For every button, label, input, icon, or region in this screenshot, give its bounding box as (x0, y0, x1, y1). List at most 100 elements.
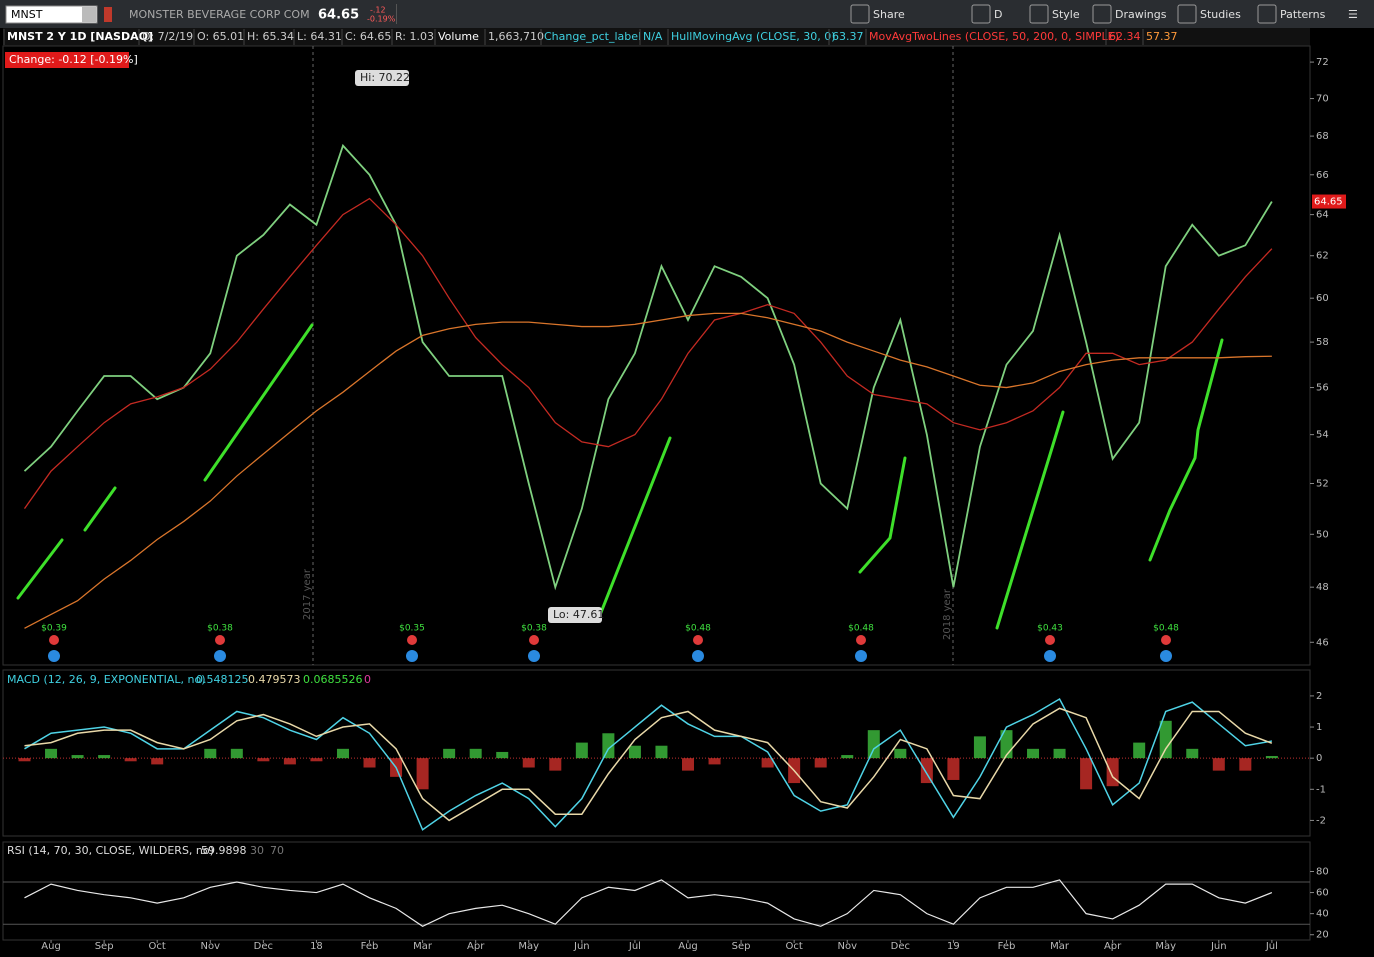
dividend-icon[interactable] (406, 650, 418, 662)
y-tick-label: 62 (1316, 251, 1329, 262)
dividend-label: $0.38 (207, 624, 233, 634)
histogram-bar (602, 733, 615, 759)
x-tick-label: 18 (310, 941, 323, 952)
toolbar-button-label[interactable]: Share (873, 8, 905, 21)
toolbar-button[interactable] (1029, 4, 1049, 24)
drawing-line[interactable] (1148, 338, 1224, 562)
y-tick-label: 58 (1316, 337, 1329, 348)
histogram-bar (708, 758, 721, 765)
histogram-bar (947, 758, 960, 780)
symbol: MNST (11, 8, 43, 21)
header-item: MNST 2 Y 1D [NASDAQ] (7, 30, 153, 43)
histogram-bar (522, 758, 535, 768)
change-pct: -0.19% (367, 15, 396, 24)
last-price-badge (1312, 194, 1346, 209)
toolbar-button-label[interactable]: Style (1052, 8, 1080, 21)
toolbar-button-label[interactable]: Patterns (1280, 8, 1326, 21)
dividend-icon[interactable] (528, 650, 540, 662)
toolbar-button-label[interactable]: D (994, 8, 1002, 21)
dividend-label: $0.48 (685, 624, 711, 634)
drawing-line[interactable] (858, 456, 907, 574)
x-tick-label: May (518, 941, 539, 952)
y-tick-label: 72 (1316, 57, 1329, 68)
histogram-bar (45, 748, 58, 759)
toolbar-button-label[interactable]: Studies (1200, 8, 1241, 21)
link-icon[interactable] (104, 7, 112, 22)
histogram-bar (894, 748, 907, 759)
change-badge-bg (5, 52, 129, 68)
x-tick-label: Mar (413, 941, 433, 952)
toolbar (0, 0, 1374, 28)
study-readout: 0.548125 (196, 673, 249, 686)
toolbar-button[interactable] (971, 4, 991, 24)
drawing-line[interactable] (16, 538, 64, 600)
drawing-line[interactable] (598, 436, 672, 617)
histogram-bar (1265, 755, 1278, 759)
separator (396, 4, 397, 24)
symbol-dropdown[interactable] (82, 7, 96, 22)
earnings-icon[interactable] (1161, 635, 1171, 645)
histogram-bar (310, 758, 323, 762)
dividend-icon[interactable] (214, 650, 226, 662)
earnings-icon[interactable] (693, 635, 703, 645)
header-item: N/A (643, 30, 663, 43)
x-tick-label: Nov (201, 941, 221, 952)
symbol-box[interactable] (5, 5, 98, 24)
x-tick-label: May (1155, 941, 1176, 952)
earnings-icon[interactable] (407, 635, 417, 645)
toolbar-button[interactable] (850, 4, 870, 24)
header-bar (3, 28, 1310, 46)
drawing-line[interactable] (83, 486, 117, 532)
price-line (23, 143, 1273, 591)
dividend-icon[interactable] (48, 650, 60, 662)
histogram-bar (124, 758, 137, 762)
toolbar-button[interactable] (1177, 4, 1197, 24)
header-items: MNST 2 Y 1D [NASDAQ]D: 7/2/19 O: 65.01 H: … (3, 29, 1178, 45)
y-tick-label: 60 (1316, 293, 1329, 304)
y-tick-label: 60 (1316, 888, 1329, 899)
dividend-icon[interactable] (1044, 650, 1056, 662)
y-tick-label: 40 (1316, 909, 1329, 920)
earnings-icon[interactable] (856, 635, 866, 645)
dividend-icon[interactable] (1160, 650, 1172, 662)
histogram-bar (151, 758, 164, 765)
macd-panel (2, 669, 1311, 837)
histogram-bar (469, 748, 482, 759)
toolbar-button-label[interactable]: Drawings (1115, 8, 1167, 21)
menu-icon[interactable]: ☰ (1348, 8, 1358, 21)
histogram-bar (973, 736, 986, 759)
earnings-icon[interactable] (215, 635, 225, 645)
plots: 46 48 50 52 54 56 58 60 62 64 66 68 70 72 64.65 Hi: 70.… (3, 57, 1346, 952)
x-tick-label: Dec (254, 941, 273, 952)
earnings-icon[interactable] (529, 635, 539, 645)
y-tick-label: 52 (1316, 479, 1329, 490)
y-tick-label: 54 (1316, 430, 1329, 441)
histogram-bar (920, 758, 933, 784)
histogram-bar (1027, 748, 1040, 759)
header-item: R: 1.03 (395, 30, 434, 43)
histogram-bar (575, 742, 588, 759)
x-tick-label: Mar (1050, 941, 1070, 952)
earnings-icon[interactable] (49, 635, 59, 645)
histogram-bar (682, 758, 694, 771)
header-item: D: 7/2/19 (142, 30, 193, 43)
dividend-icon[interactable] (692, 650, 704, 662)
y-tick-label: 46 (1316, 637, 1329, 648)
x-tick-label: Sep (732, 941, 751, 952)
drawing-line[interactable] (203, 323, 314, 482)
y-tick-label: 0 (1316, 753, 1322, 764)
toolbar-buttons: Share D Style Drawings Studies Patterns ☰ (850, 4, 1358, 24)
toolbar-button[interactable] (1257, 4, 1277, 24)
study-readout: 0.479573 (248, 673, 301, 686)
dividend-icon[interactable] (855, 650, 867, 662)
earnings-icon[interactable] (1045, 635, 1055, 645)
header-item: HullMovingAvg (CLOSE, 30, 0) (671, 30, 836, 43)
toolbar-button[interactable] (1092, 4, 1112, 24)
change: -.12 (370, 6, 386, 15)
y-tick-label: 70 (1316, 94, 1329, 105)
drawing-line[interactable] (995, 410, 1065, 630)
change-badge: Change: -0.12 [-0.19%] (9, 53, 138, 66)
header-item: O: 65.01 (197, 30, 244, 43)
macd-line (24, 697, 1273, 831)
